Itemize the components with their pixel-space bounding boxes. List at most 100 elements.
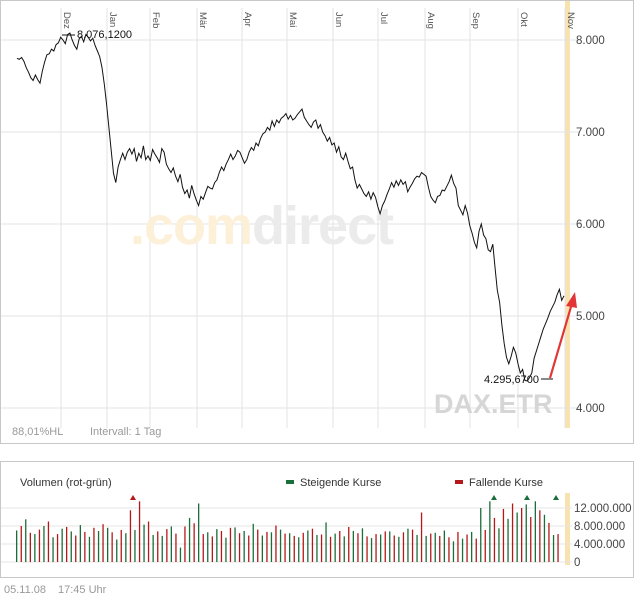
interval-label: Intervall: 1 Tag xyxy=(90,426,161,438)
volume-overflow-marker xyxy=(491,495,497,500)
volume-tick-label: 0 xyxy=(574,557,580,569)
volume-bar-rising xyxy=(407,528,409,562)
volume-bar-rising xyxy=(425,535,427,562)
volume-bar-rising xyxy=(298,537,300,563)
volume-bar-falling xyxy=(193,523,195,562)
legend-rising-label: Steigende Kurse xyxy=(300,477,381,489)
volume-bar-falling xyxy=(175,533,177,562)
volume-bar-falling xyxy=(93,527,95,562)
volume-bar-falling xyxy=(56,534,59,562)
volume-bar-falling xyxy=(539,510,541,563)
month-label: Jun xyxy=(333,12,344,27)
volume-bar-rising xyxy=(52,537,54,563)
volume-bar-falling xyxy=(229,527,232,562)
volume-current-highlight xyxy=(565,493,570,565)
volume-bar-falling xyxy=(284,533,286,562)
volume-bar-falling xyxy=(320,534,323,562)
volume-bar-rising xyxy=(88,536,91,562)
volume-bar-rising xyxy=(25,519,27,563)
volume-bar-falling xyxy=(120,530,122,562)
volume-bar-rising xyxy=(325,522,327,562)
timestamp-date: 05.11.08 xyxy=(4,584,46,596)
volume-bar-rising xyxy=(334,533,336,562)
volume-bar-rising xyxy=(434,532,436,563)
range-info-label: 88,01%HL xyxy=(12,426,63,438)
month-label: Mai xyxy=(287,12,298,27)
volume-bar-falling xyxy=(266,531,268,562)
volume-overflow-marker xyxy=(130,495,136,500)
volume-bar-rising xyxy=(398,536,400,562)
main-chart-frame xyxy=(0,0,634,444)
volume-bar-falling xyxy=(348,526,350,562)
volume-title: Volumen (rot-grün) xyxy=(20,477,112,489)
volume-bar-falling xyxy=(20,526,22,562)
volume-bar-falling xyxy=(38,529,41,562)
volume-bar-rising xyxy=(70,531,72,562)
volume-bars xyxy=(16,495,559,563)
volume-bar-rising xyxy=(307,530,309,562)
volume-bar-falling xyxy=(548,522,550,562)
volume-bar-falling xyxy=(248,535,250,562)
volume-bar-falling xyxy=(530,517,532,562)
volume-bar-rising xyxy=(216,529,218,562)
volume-bar-falling xyxy=(511,503,514,562)
volume-bar-falling xyxy=(411,529,414,562)
current-day-highlight xyxy=(565,1,570,428)
volume-bar-rising xyxy=(361,528,364,563)
watermark-logo: .comdirect xyxy=(130,196,394,256)
trend-arrow-shaft xyxy=(548,299,575,379)
volume-bar-rising xyxy=(389,531,391,562)
volume-bar-rising xyxy=(152,535,154,562)
volume-bar-rising xyxy=(252,523,254,563)
volume-bar-falling xyxy=(202,534,204,562)
volume-bar-falling xyxy=(211,536,213,562)
volume-bar-rising xyxy=(370,538,373,562)
volume-bar-rising xyxy=(452,541,455,562)
legend-falling-label: Fallende Kurse xyxy=(469,477,543,489)
volume-bar-rising xyxy=(97,531,100,562)
volume-bar-rising xyxy=(125,533,127,562)
volume-bar-falling xyxy=(329,536,332,562)
volume-bar-falling xyxy=(393,535,395,562)
volume-bar-falling xyxy=(111,532,113,562)
price-series-line xyxy=(16,32,565,382)
volume-bar-rising xyxy=(507,518,509,562)
volume-bar-falling xyxy=(166,529,168,562)
timestamp-time: 17:45 Uhr xyxy=(58,584,107,596)
volume-bar-rising xyxy=(270,532,273,562)
month-label: Feb xyxy=(150,12,161,28)
volume-bar-falling xyxy=(521,508,523,562)
volume-bar-rising xyxy=(116,539,118,562)
volume-bar-falling xyxy=(157,531,159,562)
month-label: Jan xyxy=(107,12,118,27)
volume-bar-falling xyxy=(220,531,223,562)
volume-overflow-marker xyxy=(524,495,530,500)
volume-bar-rising xyxy=(380,534,382,562)
volume-bar-falling xyxy=(293,535,295,562)
volume-bar-rising xyxy=(16,530,18,562)
volume-bar-rising xyxy=(352,531,354,562)
volume-bar-rising xyxy=(34,534,36,562)
volume-bar-rising xyxy=(261,535,263,562)
volume-bar-falling xyxy=(557,534,559,562)
volume-bar-falling xyxy=(275,525,277,562)
month-label: Mär xyxy=(197,12,208,28)
month-label: Sep xyxy=(470,12,481,29)
price-tick-label: 8.000 xyxy=(576,35,605,47)
volume-bar-rising xyxy=(207,532,209,562)
volume-bar-falling xyxy=(493,517,496,562)
month-label: Apr xyxy=(242,12,253,27)
price-tick-label: 4.000 xyxy=(576,403,605,415)
volume-bar-rising xyxy=(498,528,500,563)
instrument-watermark: DAX.ETR xyxy=(434,389,553,419)
volume-bar-falling xyxy=(102,524,104,562)
legend-falling-swatch xyxy=(455,480,463,484)
volume-bar-rising xyxy=(316,535,318,562)
volume-bar-falling xyxy=(457,531,459,562)
volume-tick-label: 4.000.000 xyxy=(574,539,625,551)
volume-bar-rising xyxy=(516,512,518,562)
volume-bar-falling xyxy=(311,528,314,562)
price-axis: 4.000 5.000 6.000 7.000 8.000 xyxy=(576,35,605,415)
volume-bar-falling xyxy=(129,510,132,563)
